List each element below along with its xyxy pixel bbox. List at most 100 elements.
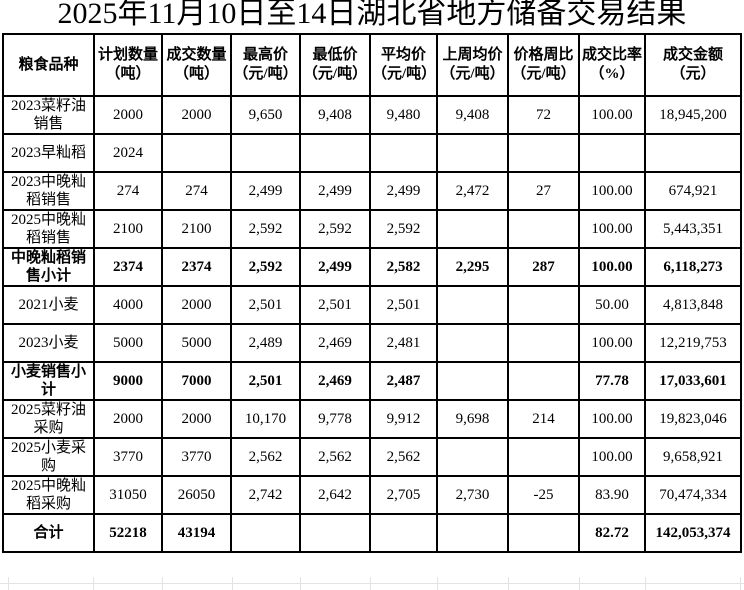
gridline-vertical bbox=[8, 577, 9, 590]
gridline-horizontal bbox=[0, 583, 744, 584]
cell: 72 bbox=[507, 95, 580, 135]
gridline-vertical bbox=[579, 577, 580, 590]
subtotal-row-rice-sales: 中晚籼稻销售小计 2374 2374 2,592 2,499 2,582 2,2… bbox=[2, 247, 742, 287]
cell: 3770 bbox=[93, 437, 163, 477]
cell bbox=[436, 361, 509, 401]
cell bbox=[578, 133, 646, 173]
cell: 9,698 bbox=[436, 399, 509, 439]
cell: 77.78 bbox=[578, 361, 646, 401]
gridline-vertical bbox=[437, 577, 438, 590]
cell: 2,592 bbox=[230, 247, 301, 287]
cell: 2,562 bbox=[369, 437, 438, 477]
row-label: 2023早籼稻 bbox=[2, 133, 95, 173]
cell: 12,219,753 bbox=[644, 323, 742, 363]
cell bbox=[507, 133, 580, 173]
cell bbox=[507, 209, 580, 249]
cell: 9,658,921 bbox=[644, 437, 742, 477]
cell: 2,489 bbox=[230, 323, 301, 363]
cell: 17,033,601 bbox=[644, 361, 742, 401]
cell: 83.90 bbox=[578, 475, 646, 515]
cell: 2,499 bbox=[299, 171, 371, 211]
header-row: 粮食品种 计划数量 （吨） 成交数量 （吨） 最高价 （元/吨） 最低价 （元/… bbox=[2, 33, 742, 97]
cell bbox=[299, 513, 371, 553]
header-trade-amount: 成交金额（元） bbox=[644, 33, 742, 97]
cell: 31050 bbox=[93, 475, 163, 515]
header-grain-variety: 粮食品种 bbox=[2, 33, 95, 97]
cell: -25 bbox=[507, 475, 580, 515]
row-label: 2025菜籽油采购 bbox=[2, 399, 95, 439]
cell: 2,642 bbox=[299, 475, 371, 515]
cell: 2,501 bbox=[299, 285, 371, 325]
cell: 2,562 bbox=[230, 437, 301, 477]
cell bbox=[507, 285, 580, 325]
cell bbox=[436, 323, 509, 363]
cell: 274 bbox=[161, 171, 232, 211]
cell: 2,501 bbox=[230, 361, 301, 401]
row-label: 2023菜籽油销售 bbox=[2, 95, 95, 135]
cell: 2000 bbox=[93, 95, 163, 135]
cell: 2,592 bbox=[299, 209, 371, 249]
cell: 100.00 bbox=[578, 171, 646, 211]
cell: 9000 bbox=[93, 361, 163, 401]
gridline-vertical bbox=[162, 577, 163, 590]
cell: 2374 bbox=[93, 247, 163, 287]
table-row: 2021小麦 4000 2000 2,501 2,501 2,501 50.00… bbox=[2, 285, 742, 325]
gridline-vertical bbox=[232, 577, 233, 590]
cell: 5000 bbox=[161, 323, 232, 363]
cell bbox=[507, 361, 580, 401]
cell: 2000 bbox=[161, 285, 232, 325]
cell: 2,469 bbox=[299, 361, 371, 401]
cell: 2024 bbox=[93, 133, 163, 173]
row-label: 2023小麦 bbox=[2, 323, 95, 363]
cell bbox=[436, 513, 509, 553]
cell: 100.00 bbox=[578, 247, 646, 287]
cell: 26050 bbox=[161, 475, 232, 515]
cell: 2,295 bbox=[436, 247, 509, 287]
cell: 43194 bbox=[161, 513, 232, 553]
cell: 82.72 bbox=[578, 513, 646, 553]
table-row: 2025小麦采购 3770 3770 2,562 2,562 2,562 100… bbox=[2, 437, 742, 477]
cell: 5,443,351 bbox=[644, 209, 742, 249]
cell: 3770 bbox=[161, 437, 232, 477]
cell: 2,487 bbox=[369, 361, 438, 401]
cell: 70,474,334 bbox=[644, 475, 742, 515]
cell: 2,730 bbox=[436, 475, 509, 515]
gridline-vertical bbox=[370, 577, 371, 590]
cell: 18,945,200 bbox=[644, 95, 742, 135]
cell: 9,408 bbox=[436, 95, 509, 135]
table-row: 2023早籼稻 2024 bbox=[2, 133, 742, 173]
cell: 674,921 bbox=[644, 171, 742, 211]
gridline-vertical bbox=[93, 577, 94, 590]
cell bbox=[436, 285, 509, 325]
cell bbox=[436, 209, 509, 249]
row-label: 2025中晚籼稻采购 bbox=[2, 475, 95, 515]
header-traded-quantity: 成交数量 （吨） bbox=[161, 33, 232, 97]
gridline-vertical bbox=[508, 577, 509, 590]
cell: 100.00 bbox=[578, 209, 646, 249]
table-row: 2025中晚籼稻采购 31050 26050 2,742 2,642 2,705… bbox=[2, 475, 742, 515]
cell bbox=[436, 133, 509, 173]
cell: 2,481 bbox=[369, 323, 438, 363]
cell: 2000 bbox=[161, 95, 232, 135]
gridline-vertical bbox=[300, 577, 301, 590]
cell: 9,650 bbox=[230, 95, 301, 135]
header-avg-price: 平均价 （元/吨） bbox=[369, 33, 438, 97]
subtotal-row-wheat-sales: 小麦销售小计 9000 7000 2,501 2,469 2,487 77.78… bbox=[2, 361, 742, 401]
row-label: 合计 bbox=[2, 513, 95, 553]
table-row: 2025中晚籼稻销售 2100 2100 2,592 2,592 2,592 1… bbox=[2, 209, 742, 249]
gridline-vertical bbox=[740, 577, 741, 590]
cell: 2,472 bbox=[436, 171, 509, 211]
row-label: 2025中晚籼稻销售 bbox=[2, 209, 95, 249]
cell: 4000 bbox=[93, 285, 163, 325]
cell: 2374 bbox=[161, 247, 232, 287]
table-row: 2023小麦 5000 5000 2,489 2,469 2,481 100.0… bbox=[2, 323, 742, 363]
header-max-price: 最高价 （元/吨） bbox=[230, 33, 301, 97]
header-trade-ratio: 成交比率 （%） bbox=[578, 33, 646, 97]
table-row: 2023菜籽油销售 2000 2000 9,650 9,408 9,480 9,… bbox=[2, 95, 742, 135]
cell: 214 bbox=[507, 399, 580, 439]
cell: 5000 bbox=[93, 323, 163, 363]
cell: 2,469 bbox=[299, 323, 371, 363]
cell bbox=[369, 513, 438, 553]
cell: 9,912 bbox=[369, 399, 438, 439]
